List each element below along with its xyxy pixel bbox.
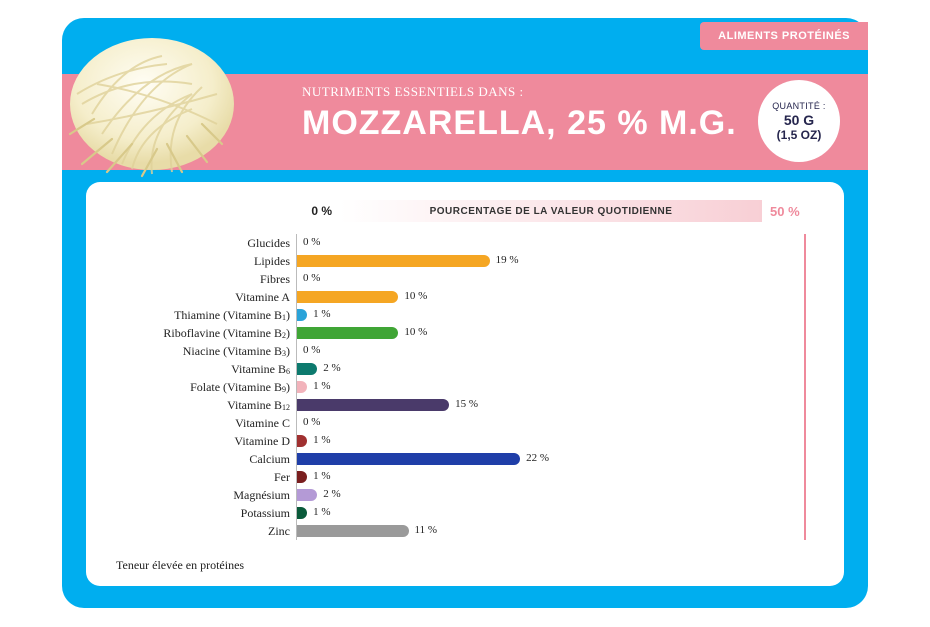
scale-min: 0 % bbox=[296, 204, 332, 218]
nutrient-label: Potassium bbox=[112, 507, 290, 519]
nutrient-label: Vitamine A bbox=[112, 291, 290, 303]
bar-value: 0 % bbox=[303, 416, 320, 428]
bar-track: 0 % bbox=[296, 234, 814, 252]
bar-value: 2 % bbox=[323, 488, 340, 500]
bar-value: 10 % bbox=[404, 326, 427, 338]
bar-track: 1 % bbox=[296, 306, 814, 324]
nutrient-label: Vitamine C bbox=[112, 417, 290, 429]
bar-value: 1 % bbox=[313, 434, 330, 446]
bar-value: 2 % bbox=[323, 362, 340, 374]
bar-fill bbox=[297, 399, 449, 411]
nutrient-label: Niacine (Vitamine B3) bbox=[112, 345, 290, 357]
bar-value: 1 % bbox=[313, 506, 330, 518]
bar-fill bbox=[297, 363, 317, 375]
quantity-alt: (1,5 OZ) bbox=[777, 128, 822, 142]
bar-track: 2 % bbox=[296, 486, 814, 504]
bar-value: 19 % bbox=[496, 254, 519, 266]
nutrient-row: Potassium1 % bbox=[296, 504, 814, 522]
bar-value: 22 % bbox=[526, 452, 549, 464]
nutrient-row: Vitamine C0 % bbox=[296, 414, 814, 432]
nutrient-label: Vitamine B12 bbox=[112, 399, 290, 411]
bar-fill bbox=[297, 471, 307, 483]
nutrient-label: Lipides bbox=[112, 255, 290, 267]
bar-value: 11 % bbox=[415, 524, 438, 536]
bar-fill bbox=[297, 255, 490, 267]
bar-track: 2 % bbox=[296, 360, 814, 378]
nutrient-label: Thiamine (Vitamine B1) bbox=[112, 309, 290, 321]
nutrient-label: Riboflavine (Vitamine B2) bbox=[112, 327, 290, 339]
bar-fill bbox=[297, 507, 307, 519]
nutrient-label: Glucides bbox=[112, 237, 290, 249]
quantity-label: QUANTITÉ : bbox=[772, 101, 826, 111]
subtitle: NUTRIMENTS ESSENTIELS DANS : bbox=[302, 84, 524, 100]
nutrient-row: Calcium22 % bbox=[296, 450, 814, 468]
chart-panel: 0 % POURCENTAGE DE LA VALEUR QUOTIDIENNE… bbox=[86, 182, 844, 586]
bar-value: 0 % bbox=[303, 344, 320, 356]
bar-fill bbox=[297, 309, 307, 321]
nutrient-row: Fibres0 % bbox=[296, 270, 814, 288]
quantity-badge: QUANTITÉ : 50 G (1,5 OZ) bbox=[758, 80, 840, 162]
bar-fill bbox=[297, 525, 409, 537]
nutrient-row: Niacine (Vitamine B3)0 % bbox=[296, 342, 814, 360]
food-title: MOZZARELLA, 25 % M.G. bbox=[302, 104, 737, 143]
bar-value: 10 % bbox=[404, 290, 427, 302]
nutrient-row: Fer1 % bbox=[296, 468, 814, 486]
nutrient-label: Magnésium bbox=[112, 489, 290, 501]
bar-value: 1 % bbox=[313, 380, 330, 392]
bar-track: 1 % bbox=[296, 468, 814, 486]
nutrient-label: Fibres bbox=[112, 273, 290, 285]
nutrient-row: Vitamine D1 % bbox=[296, 432, 814, 450]
bar-fill bbox=[297, 327, 398, 339]
bar-track: 1 % bbox=[296, 504, 814, 522]
nutrient-label: Calcium bbox=[112, 453, 290, 465]
nutrient-label: Folate (Vitamine B9) bbox=[112, 381, 290, 393]
bar-track: 19 % bbox=[296, 252, 814, 270]
nutrient-row: Glucides0 % bbox=[296, 234, 814, 252]
nutrient-row: Magnésium2 % bbox=[296, 486, 814, 504]
nutrient-row: Zinc11 % bbox=[296, 522, 814, 540]
bar-track: 22 % bbox=[296, 450, 814, 468]
bars-area: Glucides0 %Lipides19 %Fibres0 %Vitamine … bbox=[296, 234, 814, 540]
nutrient-row: Lipides19 % bbox=[296, 252, 814, 270]
bar-track: 10 % bbox=[296, 288, 814, 306]
nutrient-row: Folate (Vitamine B9)1 % bbox=[296, 378, 814, 396]
bar-value: 15 % bbox=[455, 398, 478, 410]
nutrition-card: ALIMENTS PROTÉINÉS bbox=[62, 18, 868, 608]
bar-fill bbox=[297, 381, 307, 393]
nutrient-row: Vitamine A10 % bbox=[296, 288, 814, 306]
bar-value: 1 % bbox=[313, 308, 330, 320]
quantity-value: 50 G bbox=[784, 112, 814, 128]
nutrient-label: Vitamine B6 bbox=[112, 363, 290, 375]
nutrient-row: Vitamine B1215 % bbox=[296, 396, 814, 414]
nutrient-label: Vitamine D bbox=[112, 435, 290, 447]
footnote: Teneur élevée en protéines bbox=[116, 558, 814, 573]
bar-fill bbox=[297, 291, 398, 303]
nutrient-row: Vitamine B62 % bbox=[296, 360, 814, 378]
nutrient-row: Riboflavine (Vitamine B2)10 % bbox=[296, 324, 814, 342]
bar-fill bbox=[297, 489, 317, 501]
bar-track: 15 % bbox=[296, 396, 814, 414]
bar-value: 0 % bbox=[303, 236, 320, 248]
category-tag: ALIMENTS PROTÉINÉS bbox=[700, 22, 868, 50]
scale-caption: POURCENTAGE DE LA VALEUR QUOTIDIENNE bbox=[340, 200, 762, 222]
bar-track: 1 % bbox=[296, 432, 814, 450]
nutrient-row: Thiamine (Vitamine B1)1 % bbox=[296, 306, 814, 324]
scale-max: 50 % bbox=[770, 204, 814, 219]
nutrient-label: Fer bbox=[112, 471, 290, 483]
food-illustration bbox=[52, 14, 252, 184]
bar-track: 0 % bbox=[296, 270, 814, 288]
bar-track: 11 % bbox=[296, 522, 814, 540]
bar-track: 1 % bbox=[296, 378, 814, 396]
bar-track: 10 % bbox=[296, 324, 814, 342]
bar-fill bbox=[297, 453, 520, 465]
bar-track: 0 % bbox=[296, 342, 814, 360]
bar-fill bbox=[297, 435, 307, 447]
bar-value: 0 % bbox=[303, 272, 320, 284]
bar-value: 1 % bbox=[313, 470, 330, 482]
scale-row: 0 % POURCENTAGE DE LA VALEUR QUOTIDIENNE… bbox=[296, 200, 814, 222]
bar-track: 0 % bbox=[296, 414, 814, 432]
nutrient-label: Zinc bbox=[112, 525, 290, 537]
